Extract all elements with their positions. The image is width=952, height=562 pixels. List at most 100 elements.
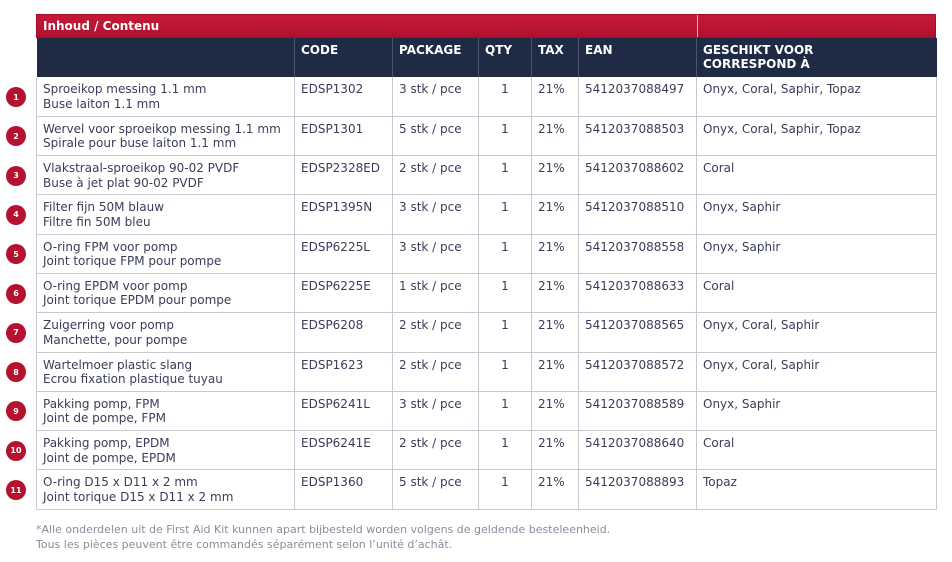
description-nl: O-ring D15 x D11 x 2 mm [43,475,198,490]
description-fr: Joint de pompe, FPM [43,411,166,426]
description-fr: Ecrou fixation plastique tuyau [43,372,223,387]
tax-cell: 21% [531,234,579,274]
package-cell: 2 stk / pce [392,155,479,196]
compatible-models-cell: Coral [696,273,937,314]
tax-cell: 21% [531,469,579,510]
description-nl: Vlakstraal-sproeikop 90-02 PVDF [43,161,240,176]
description-nl: Wervel voor sproeikop messing 1.1 mm [43,121,281,136]
table-row: O-ring FPM voor pomp Joint torique FPM po… [36,234,937,274]
ean-cell: 5412037088558 [578,234,697,274]
product-code: EDSP1623 [294,352,393,392]
footnote: *Alle onderdelen uit de First Aid Kit ku… [36,522,610,552]
compatible-models-cell: Onyx, Coral, Saphir [696,352,937,392]
quantity-cell: 1 [478,312,532,353]
compatible-models-cell: Onyx, Saphir [696,391,937,432]
description-nl: O-ring EPDM voor pomp [43,278,188,293]
description-fr: Manchette, pour pompe [43,332,188,347]
compatible-models-cell: Coral [696,155,937,196]
quantity-cell: 1 [478,352,532,392]
compatible-models-cell: Onyx, Saphir [696,234,937,274]
table-row: Wervel voor sproeikop messing 1.1 mm Spir… [36,116,937,157]
description-nl: Sproeikop messing 1.1 mm [43,82,207,96]
product-description: O-ring D15 x D11 x 2 mm Joint torique D15… [36,469,295,510]
parts-table-container: Inhoud / Contenu CODE PACKAGE QTY TAX EA… [36,14,937,510]
table-row: O-ring EPDM voor pomp Joint torique EPDM … [36,273,937,314]
quantity-cell: 1 [478,391,532,432]
description-nl: Zuigerring voor pomp [43,318,174,333]
tax-cell: 21% [531,273,579,314]
description-nl: O-ring FPM voor pomp [43,239,178,254]
description-fr: Joint torique FPM pour pompe [43,254,222,269]
compatible-models-cell: Topaz [696,469,937,510]
product-description: Wervel voor sproeikop messing 1.1 mm Spir… [36,116,295,157]
ean-cell: 5412037088510 [578,194,697,235]
description-fr: Joint torique EPDM pour pompe [43,293,232,308]
package-cell: 3 stk / pce [392,194,479,235]
compatible-models-cell: Onyx, Coral, Saphir [696,312,937,353]
product-description: Zuigerring voor pomp Manchette, pour pomp… [36,312,295,353]
package-cell: 5 stk / pce [392,469,479,510]
row-number-badge: 6 [6,283,26,304]
product-code: EDSP1302 [294,77,393,117]
ean-cell: 5412037088503 [578,116,697,157]
table-row: O-ring D15 x D11 x 2 mm Joint torique D15… [36,469,937,510]
description-fr: Buse laiton 1.1 mm [43,96,161,111]
ean-cell: 5412037088565 [578,312,697,353]
tax-cell: 21% [531,155,579,196]
product-code: EDSP6208 [294,312,393,353]
package-cell: 2 stk / pce [392,312,479,353]
package-cell: 1 stk / pce [392,273,479,314]
quantity-cell: 1 [478,77,532,117]
product-description: Sproeikop messing 1.1 mm Buse laiton 1.1 … [36,77,295,117]
package-cell: 2 stk / pce [392,430,479,471]
description-nl: Filter fijn 50M blauw [43,200,165,215]
header-compatible-nl: GESCHIKT VOOR [703,43,814,57]
description-fr: Joint de pompe, EPDM [43,450,176,465]
quantity-cell: 1 [478,155,532,196]
header-qty: QTY [478,38,532,77]
product-description: O-ring EPDM voor pomp Joint torique EPDM … [36,273,295,314]
product-description: Wartelmoer plastic slang Ecrou fixation p… [36,352,295,392]
package-cell: 2 stk / pce [392,352,479,392]
table-row: Sproeikop messing 1.1 mm Buse laiton 1.1 … [36,77,937,117]
quantity-cell: 1 [478,469,532,510]
package-cell: 3 stk / pce [392,391,479,432]
header-description [36,38,295,77]
tax-cell: 21% [531,77,579,117]
product-code: EDSP1301 [294,116,393,157]
tax-cell: 21% [531,194,579,235]
table-row: Vlakstraal-sproeikop 90-02 PVDF Buse à je… [36,155,937,196]
product-description: Filter fijn 50M blauw Filtre fin 50M bleu [36,194,295,235]
ean-cell: 5412037088633 [578,273,697,314]
header-compatible: GESCHIKT VOOR CORRESPOND À [696,38,937,77]
compatible-models-cell: Onyx, Coral, Saphir, Topaz [696,77,937,117]
row-number-badge: 8 [6,362,26,383]
compatible-models-cell: Onyx, Coral, Saphir, Topaz [696,116,937,157]
table-row: Pakking pomp, EPDM Joint de pompe, EPDM ED… [36,430,937,471]
product-code: EDSP6241E [294,430,393,471]
product-code: EDSP6225L [294,234,393,274]
quantity-cell: 1 [478,273,532,314]
ean-cell: 5412037088640 [578,430,697,471]
row-number-badge: 2 [6,126,26,147]
ean-cell: 5412037088893 [578,469,697,510]
row-number-badge: 1 [6,87,26,107]
header-code: CODE [294,38,393,77]
ean-cell: 5412037088589 [578,391,697,432]
quantity-cell: 1 [478,116,532,157]
ean-cell: 5412037088602 [578,155,697,196]
header-package: PACKAGE [392,38,479,77]
footnote-nl: *Alle onderdelen uit de First Aid Kit ku… [36,523,611,536]
description-fr: Buse à jet plat 90-02 PVDF [43,175,204,190]
table-title: Inhoud / Contenu [37,15,698,37]
quantity-cell: 1 [478,194,532,235]
ean-cell: 5412037088572 [578,352,697,392]
row-number-badge: 5 [6,244,26,265]
product-code: EDSP1395N [294,194,393,235]
compatible-models-cell: Onyx, Saphir [696,194,937,235]
tax-cell: 21% [531,116,579,157]
row-number-badge: 3 [6,165,26,186]
description-fr: Joint torique D15 x D11 x 2 mm [43,489,234,504]
ean-cell: 5412037088497 [578,77,697,117]
package-cell: 5 stk / pce [392,116,479,157]
